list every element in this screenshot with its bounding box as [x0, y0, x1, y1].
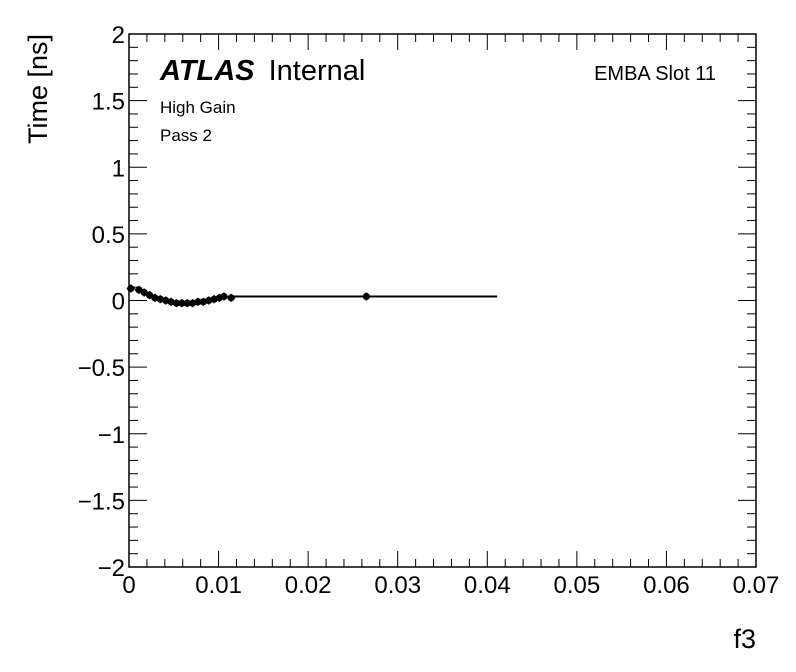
x-tick-label: 0.01: [195, 572, 242, 599]
x-tick-label: 0.03: [374, 572, 421, 599]
axis-ticks: [128, 33, 757, 568]
x-axis-title: f3: [733, 624, 756, 654]
x-tick-labels: 0 0.01 0.02 0.03 0.04 0.05 0.06 0.07: [122, 572, 779, 599]
y-tick-label: 0.5: [92, 222, 125, 249]
data-point: [227, 294, 235, 302]
data-point: [194, 298, 202, 306]
data-point: [127, 284, 135, 293]
x-tick-label: 0.07: [733, 572, 780, 599]
module-label: EMBA Slot 11: [594, 63, 716, 85]
data-point: [178, 299, 186, 307]
y-tick-label: 0: [112, 289, 125, 316]
x-tick-label: 0: [122, 572, 135, 599]
atlas-label-bold: ATLAS: [159, 55, 255, 87]
y-axis-title: Time [ns]: [23, 34, 53, 144]
data-point: [146, 291, 154, 299]
y-tick-label: −2: [98, 555, 125, 582]
atlas-label-status: Internal: [269, 55, 366, 87]
y-tick-label: −1.5: [78, 488, 125, 515]
gain-label: High Gain: [160, 98, 236, 117]
pass-label: Pass 2: [160, 126, 212, 145]
data-point: [140, 288, 148, 297]
x-tick-label: 0.02: [285, 572, 332, 599]
x-tick-label: 0.04: [464, 572, 511, 599]
y-tick-label: −0.5: [78, 355, 125, 382]
y-tick-label: 2: [112, 22, 125, 49]
x-tick-label: 0.06: [643, 572, 690, 599]
data-point: [220, 292, 228, 301]
y-tick-labels: −2 −1.5 −1 −0.5 0 0.5 1 1.5 2: [78, 22, 125, 582]
data-marks: [126, 284, 498, 308]
y-tick-label: −1: [98, 422, 125, 449]
x-tick-label: 0.05: [553, 572, 600, 599]
data-point: [172, 299, 181, 307]
data-point: [183, 299, 191, 307]
atlas-label: ATLAS Internal: [159, 55, 365, 87]
y-tick-label: 1.5: [92, 89, 125, 116]
data-point: [135, 286, 143, 294]
y-tick-label: 1: [112, 155, 125, 182]
